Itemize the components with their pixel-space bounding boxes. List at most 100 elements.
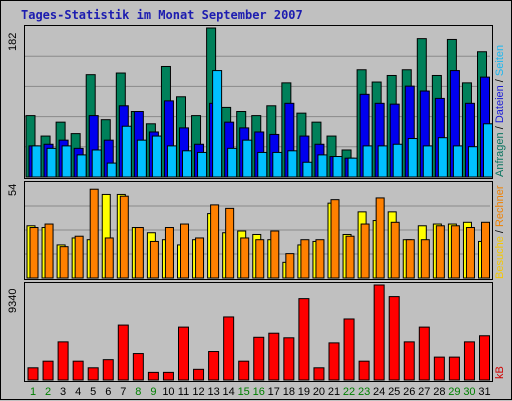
- bar-seiten: [31, 145, 42, 178]
- bar-rechner: [420, 239, 430, 279]
- bar-kb: [418, 326, 430, 381]
- bar-kb: [479, 335, 490, 381]
- x-tick-label: 16: [253, 386, 265, 398]
- bar-kb: [162, 371, 174, 381]
- bar-rechner: [195, 237, 205, 279]
- x-tick-label: 29: [448, 386, 460, 398]
- bar-seiten: [197, 151, 208, 178]
- bar-seiten: [61, 145, 72, 178]
- bar-rechner: [285, 253, 295, 279]
- x-tick-label: 3: [60, 386, 66, 398]
- bar-rechner: [405, 239, 415, 279]
- x-tick-label: 12: [192, 386, 204, 398]
- bar-kb: [132, 353, 144, 381]
- bar-seiten: [317, 154, 328, 178]
- bar-kb: [27, 367, 39, 381]
- bar-seiten: [422, 145, 433, 178]
- bar-rechner: [255, 239, 265, 279]
- bar-seiten: [121, 125, 132, 178]
- bar-kb: [238, 360, 250, 381]
- x-tick-label: 10: [162, 386, 174, 398]
- bar-rechner: [134, 227, 144, 279]
- bar-rechner: [89, 188, 99, 279]
- bar-kb: [433, 356, 445, 381]
- x-tick-label: 26: [403, 386, 415, 398]
- bar-kb: [42, 360, 54, 381]
- x-tick-label: 27: [418, 386, 430, 398]
- bar-rechner: [435, 225, 445, 279]
- x-tick-label: 13: [207, 386, 219, 398]
- bar-rechner: [164, 227, 174, 279]
- bar-kb: [358, 360, 370, 381]
- bar-seiten: [182, 150, 192, 178]
- chart-title: Tages-Statistik im Monat September 2007: [21, 8, 303, 22]
- x-tick-label: 5: [90, 386, 96, 398]
- bar-seiten: [407, 138, 418, 178]
- bar-rechner: [270, 230, 280, 279]
- bar-seiten: [392, 143, 403, 178]
- bar-kb: [147, 371, 159, 381]
- bar-seiten: [242, 139, 253, 178]
- bar-kb: [298, 298, 310, 381]
- bar-seiten: [452, 145, 463, 178]
- bar-kb: [193, 368, 205, 381]
- bar-seiten: [257, 151, 268, 178]
- x-tick-label: 1: [30, 386, 36, 398]
- x-tick-label: 17: [268, 386, 280, 398]
- bar-rechner: [29, 227, 39, 279]
- bar-kb: [448, 356, 460, 381]
- bar-rechner: [360, 223, 370, 279]
- bar-rechner: [225, 207, 235, 279]
- bar-rechner: [180, 223, 189, 279]
- bar-kb: [328, 342, 340, 381]
- bar-seiten: [483, 123, 493, 178]
- bar-rechner: [450, 225, 460, 279]
- x-tick-label: 31: [478, 386, 490, 398]
- bar-seiten: [166, 145, 177, 178]
- bar-kb: [268, 332, 280, 381]
- bar-kb: [313, 367, 325, 381]
- bar-rechner: [315, 239, 325, 279]
- x-tick-label: 4: [75, 386, 81, 398]
- x-tick-label: 24: [373, 386, 385, 398]
- bar-rechner: [59, 246, 69, 279]
- bar-rechner: [345, 235, 355, 279]
- bar-kb: [102, 359, 114, 381]
- bar-rechner: [481, 221, 490, 279]
- bar-rechner: [465, 227, 475, 279]
- x-tick-label: 19: [298, 386, 310, 398]
- bar-seiten: [76, 154, 87, 178]
- bar-rechner: [210, 204, 220, 279]
- x-tick-label: 18: [283, 386, 295, 398]
- bar-seiten: [106, 162, 117, 178]
- x-tick-label: 25: [388, 386, 400, 398]
- bar-seiten: [332, 156, 343, 178]
- bar-rechner: [300, 239, 310, 279]
- x-tick-label: 9: [150, 386, 156, 398]
- x-tick-label: 21: [328, 386, 340, 398]
- x-tick-label: 8: [135, 386, 141, 398]
- bar-kb: [57, 341, 69, 381]
- x-tick-label: 15: [238, 386, 250, 398]
- bar-seiten: [212, 70, 223, 178]
- bar-kb: [463, 341, 475, 381]
- bar-kb: [253, 336, 265, 381]
- bar-kb: [72, 360, 84, 381]
- bar-rechner: [240, 237, 250, 279]
- x-tick-label: 30: [463, 386, 475, 398]
- bar-kb: [388, 296, 400, 381]
- bar-kb: [403, 341, 415, 381]
- bar-seiten: [302, 161, 313, 178]
- bar-seiten: [362, 145, 373, 178]
- bar-seiten: [136, 139, 147, 178]
- bar-kb: [117, 324, 129, 381]
- x-tick-label: 11: [178, 386, 189, 398]
- bar-seiten: [437, 137, 448, 178]
- bar-kb: [283, 337, 295, 381]
- bar-rechner: [149, 240, 159, 279]
- x-tick-label: 2: [45, 386, 51, 398]
- bar-seiten: [91, 149, 102, 178]
- x-tick-label: 20: [313, 386, 325, 398]
- x-tick-label: 28: [433, 386, 445, 398]
